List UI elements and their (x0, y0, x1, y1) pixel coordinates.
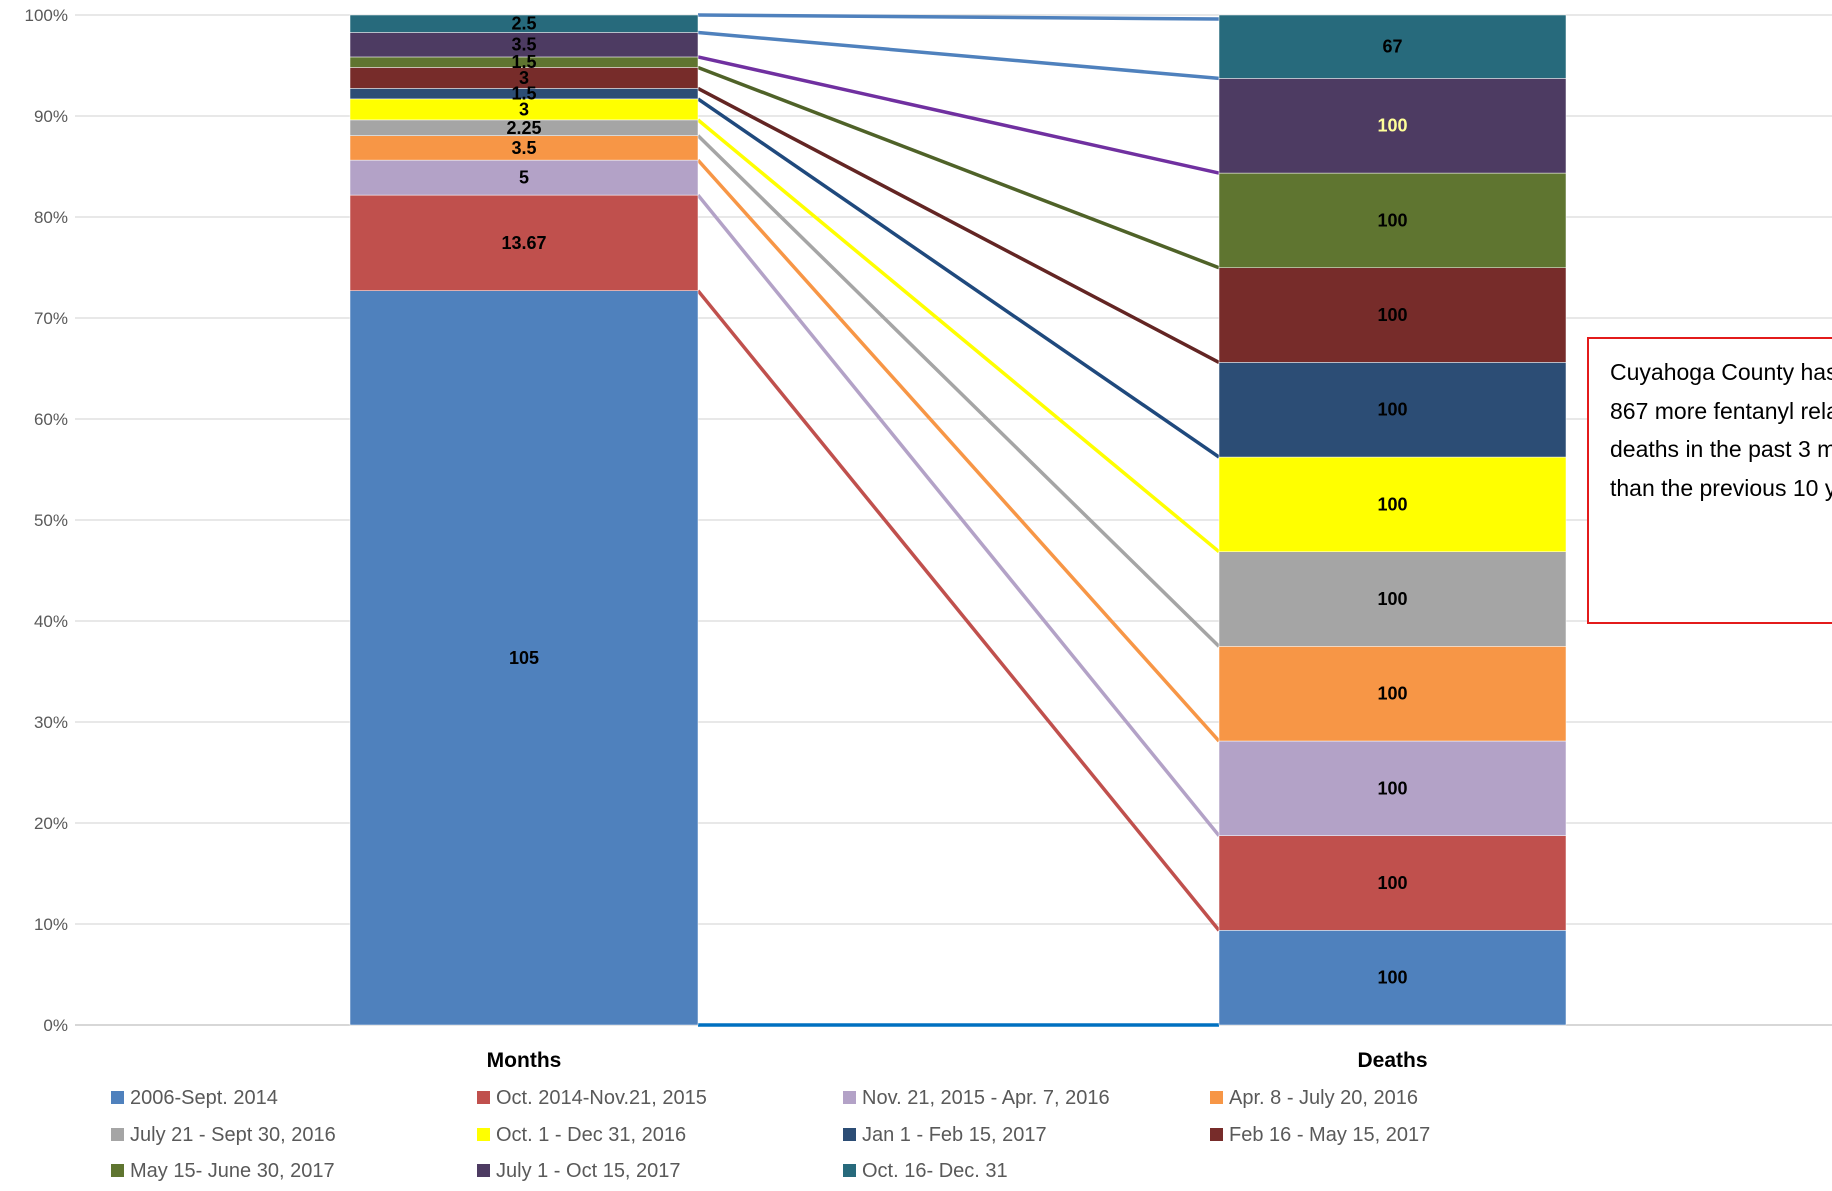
legend-entry-label: Apr. 8 - July 20, 2016 (1229, 1087, 1418, 1109)
data-label: 100 (1377, 116, 1407, 136)
connector-line (697, 65, 1220, 270)
bar-segment (349, 159, 699, 196)
connector-line (696, 158, 1221, 743)
connector-line (697, 30, 1220, 81)
annotation-text: Cuyahoga County has seen 867 more fentan… (1610, 359, 1832, 501)
x-axis-category-labels: Months Deaths (487, 1049, 1428, 1072)
data-label: 100 (1377, 305, 1407, 325)
bar-segment (1218, 267, 1567, 363)
bar-segment (349, 290, 699, 1026)
legend-swatch (843, 1128, 856, 1141)
bar-segment (1218, 14, 1567, 79)
data-label: 2.25 (506, 118, 541, 138)
data-label: 3.5 (511, 35, 536, 55)
data-label: 100 (1377, 589, 1407, 609)
x-category-label: Months (487, 1049, 562, 1072)
data-label: 1.5 (511, 52, 536, 72)
legend-swatch (111, 1164, 124, 1177)
data-label: 100 (1377, 873, 1407, 893)
y-tick-label: 0% (43, 1016, 68, 1035)
bar-segment (1218, 835, 1567, 931)
bar-segments (349, 14, 1567, 1026)
legend-entry-label: Jan 1 - Feb 15, 2017 (862, 1124, 1047, 1146)
legend-entry-label: Oct. 1 - Dec 31, 2016 (496, 1124, 686, 1146)
legend-entry-label: July 1 - Oct 15, 2017 (496, 1160, 681, 1182)
legend-swatch (111, 1128, 124, 1141)
bar-segment (349, 32, 699, 58)
y-tick-label: 70% (34, 309, 68, 328)
legend-entry-label: Oct. 16- Dec. 31 (862, 1160, 1008, 1182)
y-tick-label: 10% (34, 915, 68, 934)
connector-line (697, 86, 1220, 364)
bar-segment (1218, 172, 1567, 268)
legend-entry-label: Oct. 2014-Nov.21, 2015 (496, 1087, 707, 1109)
bar-segment (1218, 362, 1567, 458)
bar-segment (1218, 78, 1567, 174)
series-connector-lines (696, 13, 1221, 1027)
data-label: 5 (519, 168, 529, 188)
connector-line (696, 118, 1221, 554)
data-label: 2.5 (511, 14, 536, 34)
legend-swatch (1210, 1091, 1223, 1104)
annotation-callout-box: Cuyahoga County has seen 867 more fentan… (1587, 337, 1832, 624)
y-tick-label: 20% (34, 814, 68, 833)
data-label: 13.67 (501, 233, 546, 253)
legend: 2006-Sept. 2014 Oct. 2014-Nov.21, 2015 Nov… (111, 1087, 1430, 1182)
data-label: 1.5 (511, 84, 536, 104)
legend-swatch (111, 1091, 124, 1104)
y-tick-label: 90% (34, 107, 68, 126)
bar-segment (1218, 456, 1567, 552)
y-tick-label: 50% (34, 511, 68, 530)
data-label: 100 (1377, 968, 1407, 988)
data-label: 100 (1377, 684, 1407, 704)
legend-entry-label: May 15- June 30, 2017 (130, 1160, 335, 1182)
connector-line-top (697, 13, 1220, 21)
bar-segment (349, 194, 699, 291)
bar-segment (349, 14, 699, 33)
connector-line (696, 134, 1221, 648)
bar-segment (1218, 930, 1567, 1026)
data-label: 100 (1377, 210, 1407, 230)
y-tick-label: 60% (34, 410, 68, 429)
legend-swatch (477, 1091, 490, 1104)
legend-entry-label: July 21 - Sept 30, 2016 (130, 1124, 336, 1146)
data-label: 100 (1377, 400, 1407, 420)
connector-line (696, 289, 1221, 932)
y-tick-label: 40% (34, 612, 68, 631)
legend-entry-label: 2006-Sept. 2014 (130, 1087, 278, 1109)
bar-segment (1218, 551, 1567, 647)
connector-line (697, 55, 1220, 175)
data-label: 100 (1377, 494, 1407, 514)
connector-line (697, 97, 1220, 459)
data-labels: 105 100 13.67 100 5 100 3.5 100 2.25 100 3 100 1.5 10… (501, 14, 1407, 988)
data-label: 105 (509, 648, 539, 668)
bar-segment (349, 135, 699, 161)
data-label: 3 (519, 68, 529, 88)
bar-segment (1218, 646, 1567, 742)
y-tick-label: 30% (34, 713, 68, 732)
legend-swatch (843, 1164, 856, 1177)
y-axis-tick-labels: 0% 10% 20% 30% 40% 50% 60% 70% 80% 90% 100% (25, 6, 68, 1035)
legend-swatch (477, 1128, 490, 1141)
x-category-label: Deaths (1357, 1049, 1427, 1072)
data-label: 3.5 (511, 138, 536, 158)
y-tick-label: 80% (34, 208, 68, 227)
data-label: 67 (1382, 37, 1402, 57)
y-tick-label: 100% (25, 6, 68, 25)
bar-segment (1218, 740, 1567, 836)
data-label: 3 (519, 99, 529, 119)
legend-swatch (1210, 1128, 1223, 1141)
legend-swatch (477, 1164, 490, 1177)
legend-swatch (843, 1091, 856, 1104)
data-label: 100 (1377, 778, 1407, 798)
legend-entry-label: Feb 16 - May 15, 2017 (1229, 1124, 1430, 1146)
legend-entry-label: Nov. 21, 2015 - Apr. 7, 2016 (862, 1087, 1110, 1109)
connector-line (696, 193, 1221, 837)
